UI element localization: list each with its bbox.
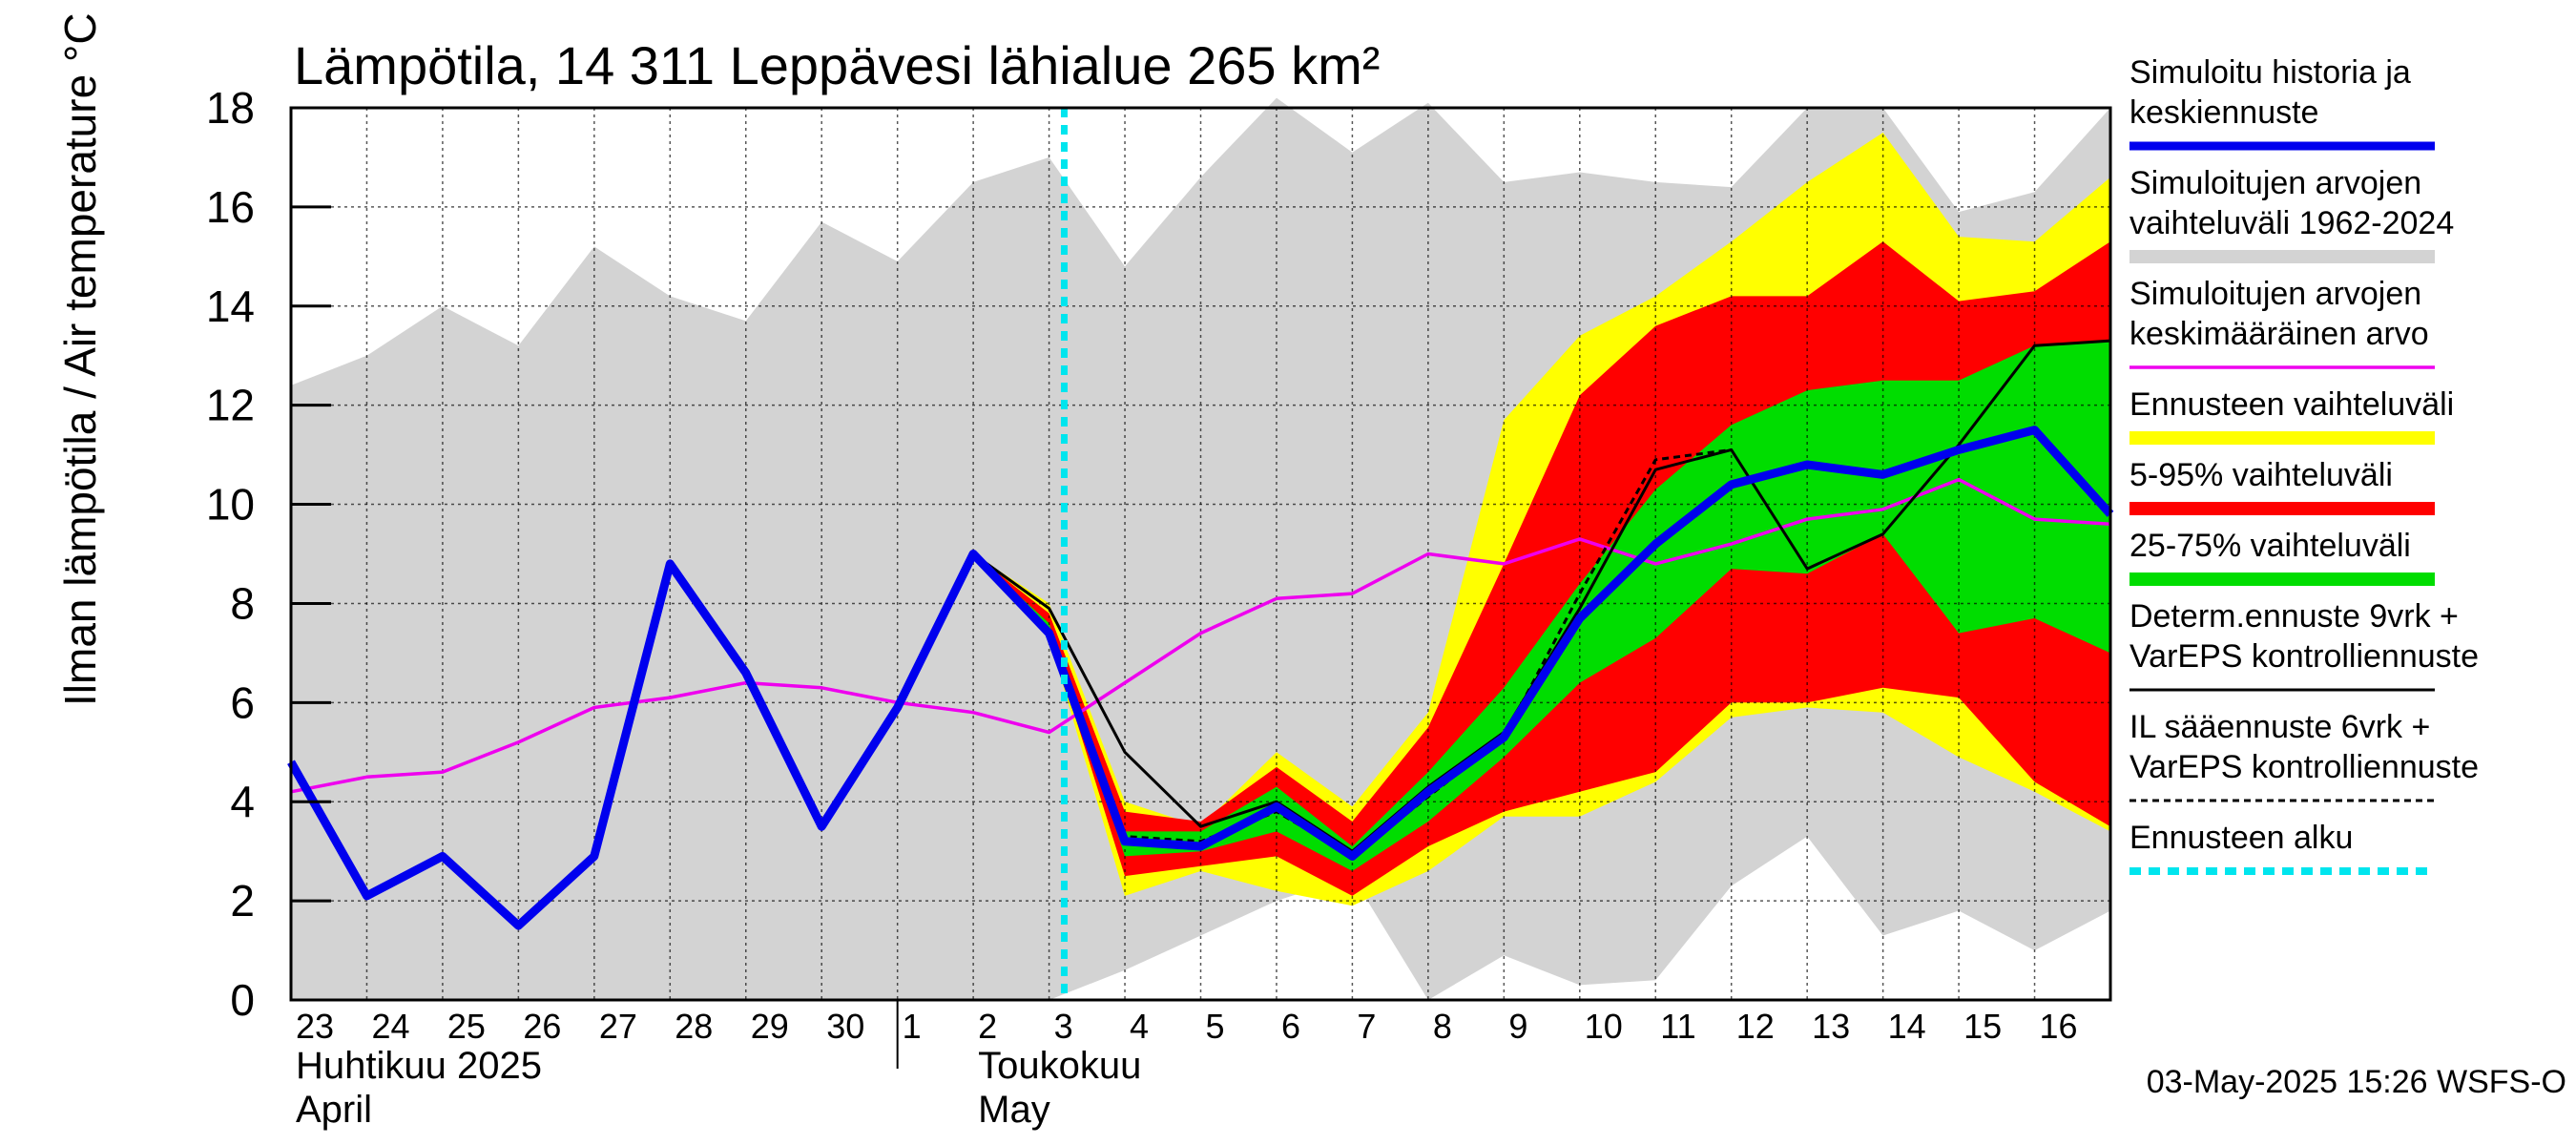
x-tick-label: 6	[1281, 1007, 1300, 1046]
legend-label: VarEPS kontrolliennuste	[2129, 749, 2479, 785]
plot-frame	[289, 106, 2112, 1002]
y-tick-label: 2	[230, 876, 255, 926]
x-tick-label: 11	[1660, 1007, 1695, 1046]
x-tick-label: 9	[1508, 1007, 1527, 1046]
x-tick-label: 8	[1433, 1007, 1452, 1046]
mean-series-line	[290, 477, 2111, 794]
month-label-fi: Toukokuu	[978, 1045, 1141, 1087]
y-axis-label: Ilman lämpötila / Air temperature °C	[55, 12, 105, 706]
x-tick-label: 10	[1585, 1007, 1623, 1046]
legend-label: Ennusteen alku	[2129, 820, 2353, 856]
footer-timestamp: 03-May-2025 15:26 WSFS-O	[2147, 1064, 2566, 1100]
x-tick-label: 23	[296, 1007, 334, 1046]
y-tick-label: 4	[230, 777, 255, 826]
chart-title: Lämpötila, 14 311 Leppävesi lähialue 265…	[294, 35, 1380, 95]
x-tick-label: 16	[2040, 1007, 2078, 1046]
month-label-en: May	[978, 1089, 1050, 1131]
x-tick-label: 5	[1206, 1007, 1225, 1046]
y-tick-label: 10	[206, 480, 255, 530]
y-tick-label: 0	[230, 975, 255, 1025]
legend-label: keskimääräinen arvo	[2129, 316, 2429, 352]
x-tick-label: 29	[751, 1007, 789, 1046]
y-tick-label: 12	[206, 381, 255, 430]
plot-area	[287, 97, 2114, 1001]
y-tick-label: 6	[230, 677, 255, 727]
x-tick-label: 28	[675, 1007, 713, 1046]
legend-label: Ennusteen vaihteluväli	[2129, 386, 2454, 423]
legend-label: Determ.ennuste 9vrk +	[2129, 598, 2459, 635]
x-tick-label: 27	[599, 1007, 637, 1046]
legend-label: vaihteluväli 1962-2024	[2129, 205, 2454, 241]
y-tick-label: 8	[230, 578, 255, 628]
simulated-series-line	[287, 426, 2114, 930]
legend-label: Simuloitujen arvojen	[2129, 276, 2421, 312]
month-label-en: April	[296, 1089, 372, 1131]
x-tick-label: 26	[523, 1007, 561, 1046]
legend-label: Simuloitujen arvojen	[2129, 165, 2421, 201]
x-tick-label: 13	[1812, 1007, 1850, 1046]
legend-label: IL sääennuste 6vrk +	[2129, 709, 2430, 745]
x-tick-label: 30	[826, 1007, 864, 1046]
legend-label: VarEPS kontrolliennuste	[2129, 638, 2479, 675]
x-tick-label: 25	[447, 1007, 486, 1046]
legend-label: keskiennuste	[2129, 94, 2318, 131]
month-label-fi: Huhtikuu 2025	[296, 1045, 542, 1087]
legend-label: 5-95% vaihteluväli	[2129, 457, 2393, 493]
x-tick-label: 2	[978, 1007, 997, 1046]
x-tick-label: 3	[1054, 1007, 1073, 1046]
p25-75-band	[973, 341, 2110, 871]
x-tick-label: 15	[1963, 1007, 2002, 1046]
x-tick-label: 1	[903, 1007, 922, 1046]
y-tick-label: 18	[206, 83, 255, 133]
legend-label: Simuloitu historia ja	[2129, 54, 2411, 91]
y-tick-label: 16	[206, 182, 255, 232]
x-tick-label: 7	[1357, 1007, 1376, 1046]
legend-label: 25-75% vaihteluväli	[2129, 528, 2411, 564]
y-tick-label: 14	[206, 281, 255, 331]
x-tick-label: 24	[371, 1007, 409, 1046]
x-tick-label: 14	[1888, 1007, 1926, 1046]
x-tick-label: 12	[1736, 1007, 1775, 1046]
x-tick-label: 4	[1130, 1007, 1149, 1046]
